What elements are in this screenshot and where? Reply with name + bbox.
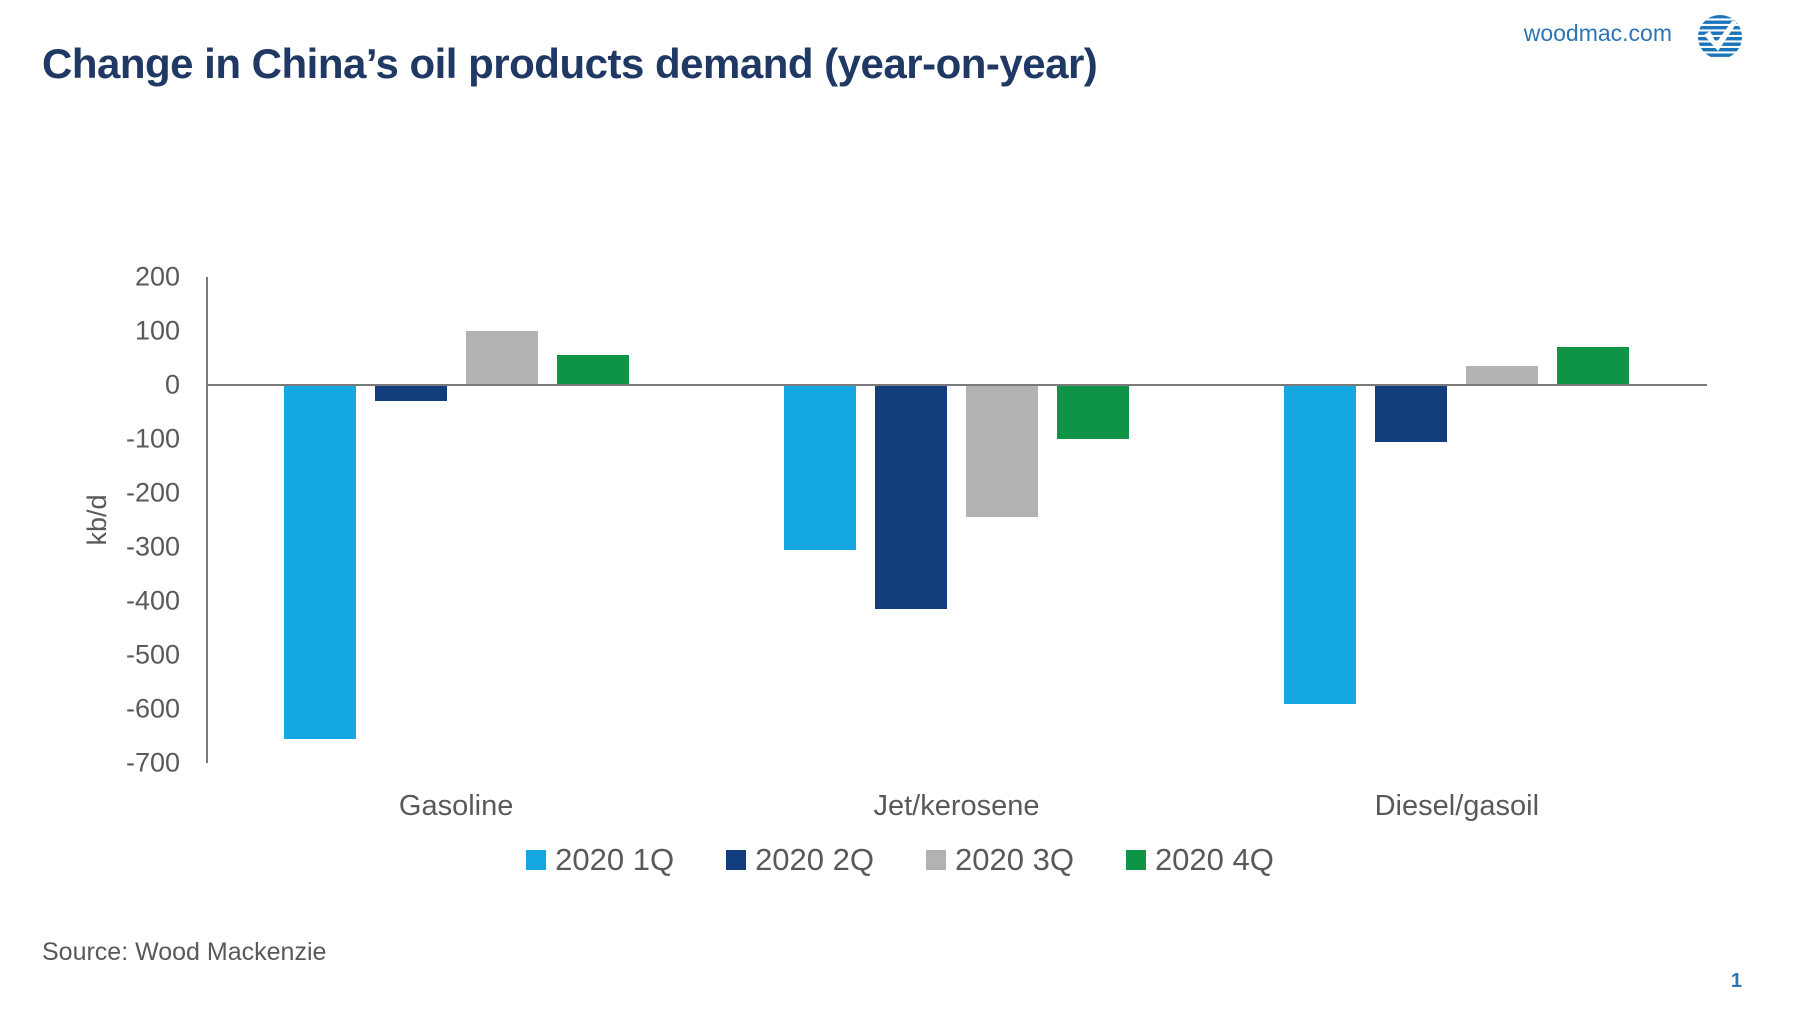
legend-swatch-icon — [1125, 850, 1146, 870]
y-tick-label: -200 — [125, 477, 180, 508]
bar-jet-kerosene-2020-1q — [784, 385, 856, 550]
legend-swatch-icon — [526, 850, 547, 870]
bar-diesel-gasoil-2020-2q — [1375, 385, 1448, 442]
legend-label: 2020 2Q — [755, 842, 874, 877]
woodmac-link[interactable]: woodmac.com — [1523, 20, 1672, 46]
bar-jet-kerosene-2020-4q — [1057, 385, 1129, 439]
wood-mackenzie-logo-icon — [1698, 15, 1742, 59]
y-tick-label: 200 — [134, 261, 180, 292]
page-number: 1 — [1730, 970, 1742, 992]
legend-item-2020-1q: 2020 1Q — [526, 842, 674, 878]
legend-swatch-icon — [926, 850, 946, 870]
y-tick-label: -500 — [125, 639, 180, 670]
legend-label: 2020 3Q — [955, 842, 1074, 877]
legend-label: 2020 4Q — [1154, 842, 1274, 877]
y-tick-label: -600 — [125, 693, 180, 724]
chart-legend: 2020 1Q 2020 2Q 2020 3Q 2020 4Q — [0, 842, 1800, 878]
y-tick-label: 0 — [164, 369, 180, 400]
bar-gasoline-2020-3q — [465, 331, 538, 385]
legend-item-2020-2q: 2020 2Q — [726, 842, 874, 878]
bar-jet-kerosene-2020-3q — [966, 385, 1038, 518]
bar-gasoline-2020-4q — [556, 355, 629, 385]
bar-diesel-gasoil-2020-4q — [1557, 347, 1630, 385]
y-tick-label: 100 — [134, 315, 180, 346]
category-label: Jet/kerosene — [873, 790, 1040, 822]
y-tick-label: -700 — [125, 747, 180, 778]
legend-item-2020-4q: 2020 4Q — [1125, 842, 1274, 878]
y-tick-label: -400 — [125, 585, 180, 616]
x-axis-zero-line — [206, 384, 1707, 386]
bar-jet-kerosene-2020-2q — [875, 385, 947, 610]
chart-title: Change in China’s oil products demand (y… — [42, 40, 1098, 87]
category-label: Diesel/gasoil — [1374, 790, 1540, 822]
y-axis-line — [206, 277, 208, 763]
y-tick-label: -100 — [125, 423, 180, 454]
y-axis-label: kb/d — [81, 494, 112, 546]
bar-gasoline-2020-1q — [283, 385, 356, 739]
legend-label: 2020 1Q — [555, 842, 675, 877]
bar-gasoline-2020-2q — [374, 385, 447, 402]
category-label: Gasoline — [398, 790, 514, 822]
bar-diesel-gasoil-2020-1q — [1284, 385, 1357, 704]
source-note: Source: Wood Mackenzie — [42, 938, 327, 966]
y-tick-label: -300 — [125, 531, 180, 562]
legend-swatch-icon — [726, 850, 747, 870]
bar-diesel-gasoil-2020-3q — [1466, 366, 1539, 385]
legend-item-2020-3q: 2020 3Q — [926, 842, 1074, 878]
